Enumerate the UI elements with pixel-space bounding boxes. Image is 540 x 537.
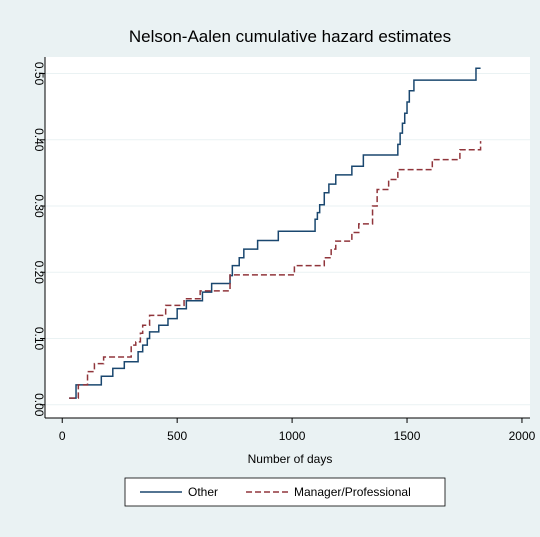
- y-tick-label: 0.40: [32, 128, 46, 152]
- series-line: [69, 67, 481, 399]
- x-tick-label: 2000: [509, 429, 536, 443]
- y-tick-label: 0.30: [32, 194, 46, 218]
- plot-area: [45, 57, 530, 418]
- series-line: [69, 141, 482, 399]
- x-tick-label: 1000: [279, 429, 306, 443]
- y-tick-label: 0.20: [32, 261, 46, 285]
- y-tick-label: 0.10: [32, 327, 46, 351]
- x-tick-label: 1500: [394, 429, 421, 443]
- legend-label: Manager/Professional: [294, 485, 411, 499]
- x-tick-label: 500: [167, 429, 187, 443]
- y-tick-label: 0.50: [32, 62, 46, 86]
- x-tick-label: 0: [59, 429, 66, 443]
- chart-title: Nelson-Aalen cumulative hazard estimates: [129, 27, 451, 46]
- x-axis-label: Number of days: [248, 452, 333, 466]
- legend-label: Other: [188, 485, 218, 499]
- y-tick-label: 0.00: [32, 393, 46, 417]
